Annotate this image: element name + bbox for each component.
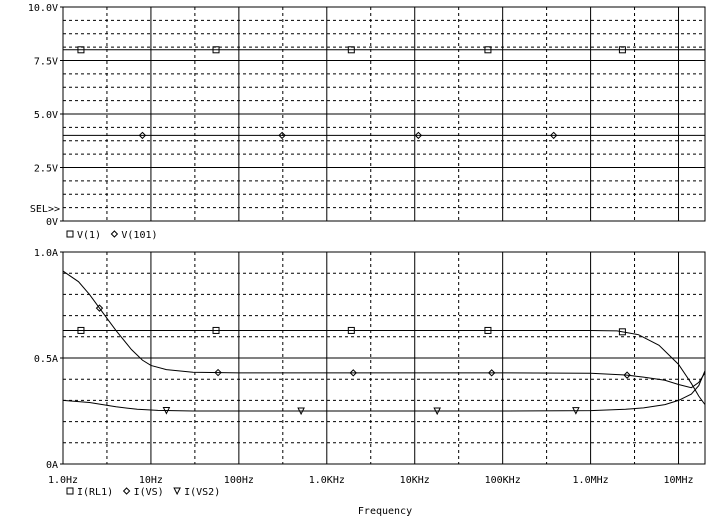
lower-current-panel: 1.0A 0.5A 0A 1.0Hz 10Hz 100Hz 1.0KHz 10KHz 100KH… [34, 248, 706, 486]
data-marker [162, 407, 171, 415]
data-marker [572, 407, 580, 415]
data-marker [297, 407, 305, 416]
x-tick-label: 1.0KHz [309, 475, 345, 486]
upper-voltage-panel: 10.0V 7.5V 5.0V 2.5V 0V SEL>> [28, 3, 706, 228]
y-tick-label: 0A [46, 460, 58, 471]
data-marker [414, 131, 423, 140]
data-marker [212, 326, 220, 334]
data-marker [623, 371, 631, 379]
y-tick-label: 0.5A [34, 354, 58, 365]
data-marker [433, 407, 441, 416]
data-marker [484, 326, 492, 334]
legend-label: I(VS) [134, 487, 164, 498]
x-tick-label: 1.0MHz [573, 475, 609, 486]
y-tick-label: 0V [46, 217, 58, 228]
series-line [62, 370, 706, 412]
data-marker [212, 46, 220, 54]
data-marker [549, 131, 558, 140]
y-tick-label: 1.0A [34, 248, 58, 259]
lower-legend: I(RL1) I(VS) I(VS2) [66, 487, 220, 498]
legend-marker [173, 487, 181, 496]
y-tick-label: 2.5V [34, 164, 58, 175]
legend-label: I(RL1) [77, 487, 113, 498]
legend-label: I(VS2) [184, 487, 220, 498]
data-marker [138, 131, 147, 140]
data-marker [618, 328, 626, 336]
legend-marker [66, 230, 74, 238]
x-axis-title: Frequency [358, 506, 412, 517]
y-tick-label: 5.0V [34, 110, 58, 121]
legend-label: V(101) [121, 230, 157, 241]
x-tick-label: 1.0Hz [48, 475, 78, 486]
y-tick-label: 7.5V [34, 57, 58, 68]
data-marker [214, 368, 222, 377]
series-line [63, 329, 706, 405]
data-marker [349, 369, 357, 377]
upper-legend: V(1) V(101) [66, 230, 158, 241]
legend-marker [122, 487, 131, 495]
data-marker [95, 304, 104, 312]
series-line [62, 270, 706, 389]
data-marker [347, 326, 355, 334]
x-tick-label: 10MHz [663, 475, 693, 486]
x-tick-label: 10KHz [400, 475, 430, 486]
legend-label: V(1) [77, 230, 101, 241]
selector-label: SEL>> [30, 204, 60, 215]
data-marker [77, 46, 85, 54]
x-tick-label: 100Hz [224, 475, 254, 486]
data-marker [618, 46, 626, 54]
data-marker [278, 131, 286, 140]
y-tick-label: 10.0V [28, 3, 58, 14]
legend-marker [110, 230, 119, 238]
data-marker [77, 326, 85, 334]
data-marker [484, 46, 492, 54]
data-marker [347, 46, 355, 54]
legend-marker [66, 487, 74, 495]
x-tick-label: 100KHz [485, 475, 521, 486]
data-marker [487, 369, 496, 377]
x-tick-label: 10Hz [139, 475, 163, 486]
